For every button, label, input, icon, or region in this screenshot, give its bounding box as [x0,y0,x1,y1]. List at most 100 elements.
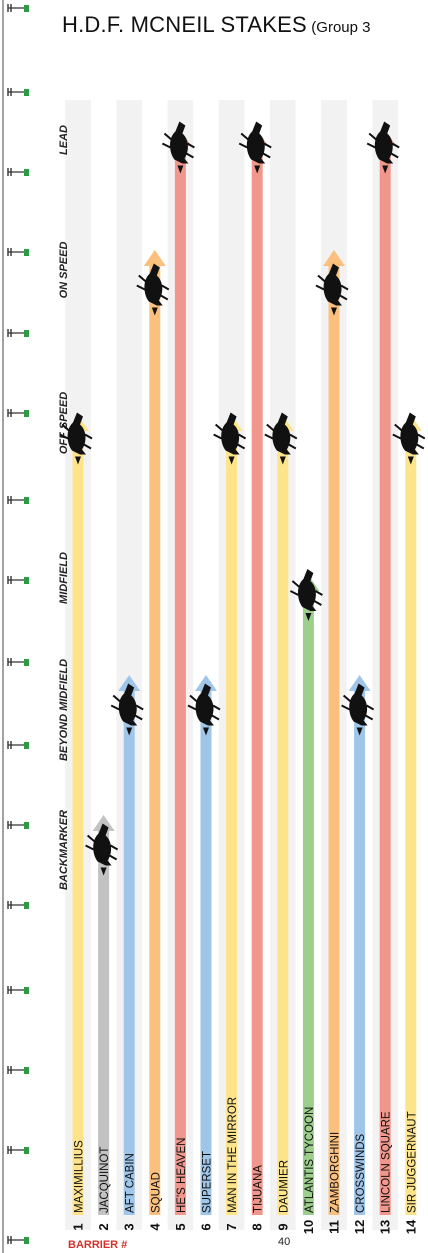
horse-legs-12 [341,694,375,721]
chart-title: H.D.F. MCNEIL STAKES (Group 3 [62,12,370,38]
runner-arrowhead-2 [92,815,115,831]
distance-flag-1 [24,5,29,12]
distance-flag-7 [24,497,29,504]
barrier-label: BARRIER # [68,1239,128,1251]
distance-flag-2 [24,89,29,96]
horse-legs-8 [238,132,272,159]
runner-name-squad: SQUAD [150,1172,162,1213]
category-label-midfield: MIDFIELD [58,552,70,604]
distance-flag-15 [24,1147,29,1154]
barrier-number-1: 1 [71,1223,86,1230]
barrier-number-8: 8 [250,1223,265,1230]
category-label-on-speed: ON SPEED [58,242,70,299]
barrier-number-11: 11 [327,1220,342,1234]
horse-tail-6 [203,727,209,736]
runner-name-crosswinds: CROSSWINDS [355,1133,367,1213]
horse-icon-1 [67,412,86,455]
horse-icon-5 [170,121,189,164]
distance-flag-16 [24,1237,29,1244]
runner-name-maximillius: MAXIMILLIUS [74,1140,86,1213]
barrier-number-4: 4 [147,1223,162,1231]
horse-icon-4 [144,263,163,306]
horse-legs-14 [392,423,426,450]
barrier-number-5: 5 [173,1223,188,1230]
barrier-number-2: 2 [96,1223,111,1230]
barrier-number-9: 9 [275,1223,290,1230]
barrier-number-13: 13 [378,1220,393,1234]
horse-icon-2 [93,823,112,866]
category-label-beyond-midfield: BEYOND MIDFIELD [58,659,70,761]
horse-tail-10 [305,613,312,621]
runner-bar-12 [354,689,366,1215]
horse-icon-9 [272,412,291,455]
runner-arrowhead-6 [195,675,217,691]
horse-icon-10 [298,569,317,611]
runner-bar-13 [379,144,391,1215]
runner-bar-10 [302,589,314,1215]
horse-legs-4 [136,274,170,301]
distance-flag-3 [24,169,29,176]
horse-legs-3 [110,694,144,721]
horse-legs-11 [315,274,349,301]
distance-flag-11 [24,822,29,829]
horse-icon-6 [195,683,214,726]
runner-name-atlantis-tycoon: ATLANTIS TYCOON [304,1107,316,1213]
distance-flag-6 [24,410,29,417]
horse-legs-7 [213,423,247,450]
horse-icon-7 [221,412,240,455]
runner-name-superset: SUPERSET [202,1151,214,1213]
horse-tail-12 [356,727,363,736]
category-label-backmarker: BACKMARKER [58,810,70,890]
runner-arrowhead-11 [323,250,345,266]
distance-flag-12 [24,902,29,909]
horse-legs-6 [187,694,221,721]
runner-name-tijuana: TIJUANA [253,1165,265,1213]
distance-flag-8 [24,577,29,584]
horse-tail-3 [126,727,133,736]
barrier-number-12: 12 [352,1220,367,1234]
runner-arrowhead-3 [118,675,141,691]
horse-legs-1 [59,423,93,450]
runner-name-lincoln-square: LINCOLN SQUARE [381,1111,393,1213]
horse-icon-11 [323,263,342,306]
distance-flag-4 [24,249,29,256]
horse-tail-13 [382,165,389,174]
horse-tail-9 [279,456,286,465]
horse-tail-11 [331,307,337,316]
runner-name-aft-cabin: AFT CABIN [125,1153,137,1213]
runner-bar-7 [226,429,238,1215]
runner-bar-5 [174,144,186,1215]
distance-flag-10 [24,742,29,749]
distance-flag-14 [24,1067,29,1074]
category-label-off-speed: OFF SPEED [58,392,70,454]
distance-flag-13 [24,987,29,994]
horse-icon-13 [374,121,394,164]
race-group: (Group 3 [311,19,371,36]
runner-name-jacquinot: JACQUINOT [99,1147,111,1213]
category-label-lead: LEAD [58,125,70,155]
runner-name-man-in-the-mirror: MAN IN THE MIRROR [227,1097,239,1213]
race-name: H.D.F. MCNEIL STAKES [62,12,307,37]
horse-tail-4 [151,307,158,316]
runner-bar-2 [98,829,110,1215]
runner-bar-3 [123,689,135,1215]
horse-tail-2 [100,867,107,876]
barrier-number-7: 7 [224,1223,239,1230]
barrier-number-10: 10 [301,1220,316,1234]
horse-icon-14 [400,412,419,455]
horse-tail-8 [254,165,261,174]
horse-icon-3 [118,683,138,726]
horse-legs-5 [161,132,195,159]
runner-arrowhead-12 [348,675,371,691]
horse-tail-5 [177,165,184,174]
runner-bar-1 [72,429,84,1215]
horse-legs-10 [289,580,323,606]
distance-flag-9 [24,659,29,666]
horse-legs-9 [264,423,298,450]
horse-icon-8 [246,121,266,164]
distance-flag-5 [24,330,29,337]
runner-bar-6 [200,689,212,1215]
horse-legs-13 [366,132,400,159]
